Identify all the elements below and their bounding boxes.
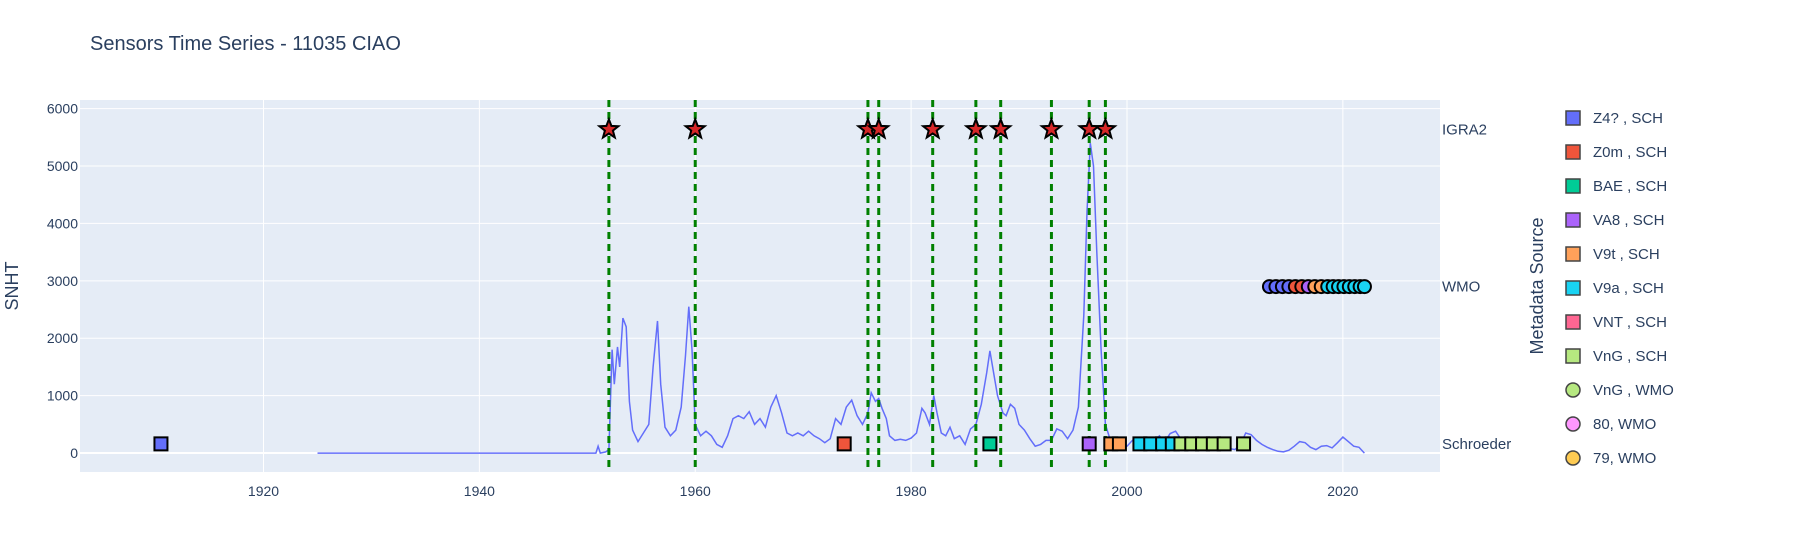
schroeder-square-marker: [1111, 436, 1127, 452]
legend-item[interactable]: VnG , WMO: [1565, 382, 1674, 399]
y-axis-label: SNHT: [2, 261, 22, 310]
legend-item[interactable]: Z4? , SCH: [1565, 110, 1663, 127]
legend-label: V9t , SCH: [1593, 246, 1660, 263]
schroeder-square-marker: [153, 436, 169, 452]
legend-label: 80, WMO: [1593, 416, 1656, 433]
legend-square-swatch: [1565, 280, 1581, 296]
schroeder-square-marker: [982, 436, 998, 452]
legend-item[interactable]: 80, WMO: [1565, 416, 1656, 433]
legend-label: VnG , SCH: [1593, 348, 1667, 365]
legend[interactable]: Z4? , SCH Z0m , SCH BAE , SCH VA8 , SCH V9t …: [1565, 110, 1674, 467]
legend-label: VnG , WMO: [1593, 382, 1674, 399]
breakpoint-lines: [607, 100, 1107, 472]
legend-square-swatch: [1565, 348, 1581, 364]
legend-label: V9a , SCH: [1593, 280, 1664, 297]
legend-item[interactable]: VnG , SCH: [1565, 348, 1667, 365]
legend-square-swatch: [1565, 314, 1581, 330]
x-tick-label: 1960: [680, 483, 711, 499]
grid-lines: [80, 100, 1440, 472]
igra2-star-marker: [596, 116, 622, 140]
y-tick-label: 6000: [47, 101, 78, 117]
igra2-star-marker: [682, 116, 708, 140]
igra2-star-marker: [920, 116, 945, 140]
legend-square-swatch: [1565, 212, 1581, 228]
igra2-star-marker: [866, 116, 891, 140]
chart-title: Sensors Time Series - 11035 CIAO: [90, 33, 401, 55]
legend-label: VA8 , SCH: [1593, 212, 1664, 229]
x-tick-label: 2020: [1327, 483, 1358, 499]
legend-label: 79, WMO: [1593, 450, 1656, 467]
y-tick-label: 3000: [47, 273, 78, 289]
y-axis-tick-labels: 0 1000 2000 3000 4000 5000 6000: [47, 101, 78, 461]
legend-item[interactable]: Z0m , SCH: [1565, 144, 1667, 161]
igra2-star-marker: [1093, 116, 1118, 140]
legend-square-swatch: [1565, 144, 1581, 160]
row-label: WMO: [1442, 279, 1480, 296]
x-tick-label: 1920: [248, 483, 279, 499]
legend-circle-swatch: [1565, 416, 1581, 432]
legend-label: Z4? , SCH: [1593, 110, 1663, 127]
legend-item[interactable]: 79, WMO: [1565, 450, 1656, 467]
y-tick-label: 5000: [47, 158, 78, 174]
x-tick-label: 1940: [464, 483, 495, 499]
legend-label: Z0m , SCH: [1593, 144, 1667, 161]
wmo-circle-marker: [1356, 279, 1372, 295]
schroeder-square-marker: [1081, 436, 1097, 452]
legend-item[interactable]: VNT , SCH: [1565, 314, 1667, 331]
legend-item[interactable]: V9a , SCH: [1565, 280, 1664, 297]
igra2-star-marker: [1039, 116, 1064, 140]
igra2-star-marker: [963, 116, 989, 140]
igra2-star-marker: [988, 116, 1013, 140]
legend-square-swatch: [1565, 110, 1581, 126]
legend-label: VNT , SCH: [1593, 314, 1667, 331]
schroeder-square-marker: [1216, 436, 1232, 452]
legend-circle-swatch: [1565, 382, 1581, 398]
row-label: IGRA2: [1442, 121, 1487, 138]
legend-square-swatch: [1565, 246, 1581, 262]
metadata-markers: [153, 116, 1372, 452]
y-tick-label: 0: [70, 445, 78, 461]
y-tick-label: 4000: [47, 215, 78, 231]
x-tick-label: 1980: [896, 483, 927, 499]
plot-background: [80, 100, 1440, 472]
schroeder-square-marker: [836, 436, 852, 452]
legend-square-swatch: [1565, 178, 1581, 194]
row-label: Schroeder: [1442, 436, 1511, 453]
y-tick-label: 2000: [47, 330, 78, 346]
legend-title: Metadata Source: [1527, 217, 1547, 354]
legend-label: BAE , SCH: [1593, 178, 1667, 195]
legend-circle-swatch: [1565, 450, 1581, 466]
legend-item[interactable]: VA8 , SCH: [1565, 212, 1664, 229]
legend-item[interactable]: V9t , SCH: [1565, 246, 1660, 263]
y-tick-label: 1000: [47, 388, 78, 404]
row-labels: IGRA2 WMO Schroeder: [1442, 121, 1511, 453]
legend-item[interactable]: BAE , SCH: [1565, 178, 1667, 195]
x-tick-label: 2000: [1111, 483, 1142, 499]
x-axis-tick-labels: 1920 1940 1960 1980 2000 2020: [248, 483, 1359, 499]
schroeder-square-marker: [1236, 436, 1252, 452]
